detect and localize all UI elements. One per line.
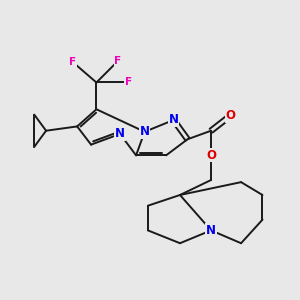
Text: N: N <box>140 125 150 138</box>
Text: N: N <box>169 113 178 127</box>
Text: F: F <box>69 57 76 67</box>
Text: N: N <box>115 128 125 140</box>
Text: O: O <box>225 109 236 122</box>
Text: F: F <box>125 77 132 88</box>
Text: N: N <box>206 224 216 237</box>
Text: O: O <box>206 149 216 162</box>
Text: F: F <box>114 56 122 66</box>
